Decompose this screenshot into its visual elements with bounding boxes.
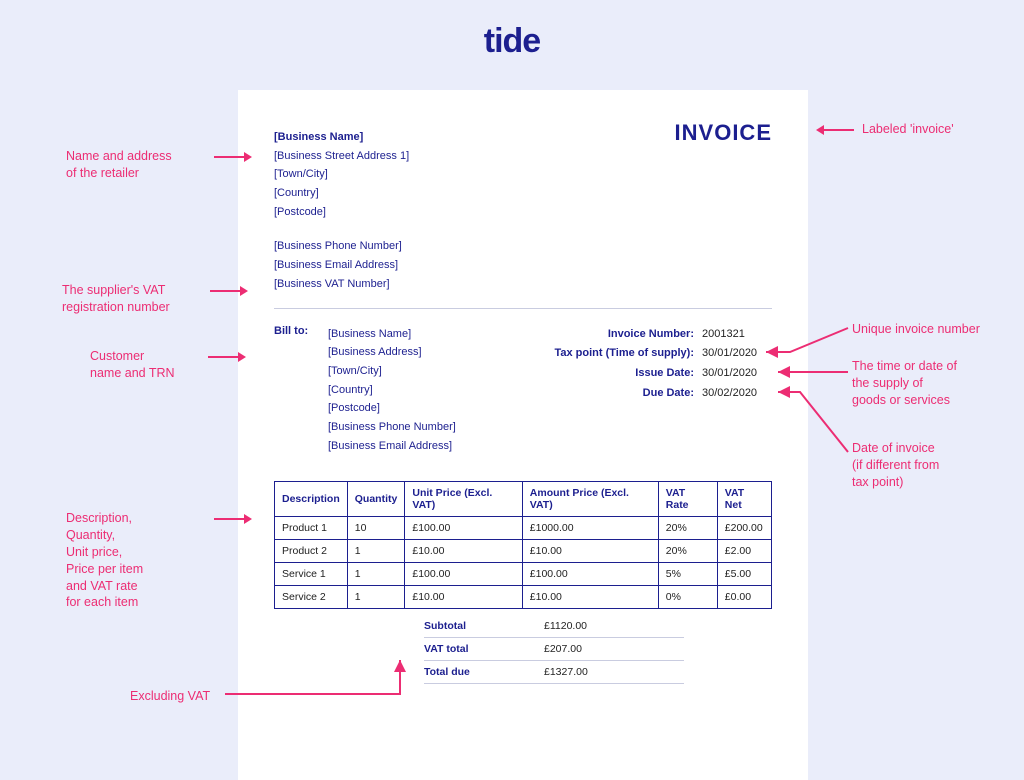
cell-qty: 1 xyxy=(347,563,405,586)
cell-unit: £10.00 xyxy=(405,540,522,563)
cell-amount: £10.00 xyxy=(522,586,658,609)
line-items-table: Description Quantity Unit Price (Excl. V… xyxy=(274,481,772,609)
annotation-excl-vat: Excluding VAT xyxy=(130,688,210,705)
billto-block: [Business Name] [Business Address] [Town… xyxy=(328,325,456,456)
business-contact-block: [Business Phone Number] [Business Email … xyxy=(274,237,772,293)
cell-amount: £10.00 xyxy=(522,540,658,563)
meta-tax-point: 30/01/2020 xyxy=(702,344,772,364)
table-row: Service 2 1 £10.00 £10.00 0% £0.00 xyxy=(275,586,772,609)
vat-total-label: VAT total xyxy=(424,643,544,655)
table-body: Product 1 10 £100.00 £1000.00 20% £200.0… xyxy=(275,517,772,609)
cell-rate: 0% xyxy=(658,586,717,609)
cell-net: £2.00 xyxy=(717,540,771,563)
cell-unit: £100.00 xyxy=(405,563,522,586)
meta-invoice-no: 2001321 xyxy=(702,325,772,345)
meta-label-tax-point: Tax point (Time of supply): xyxy=(554,344,694,364)
meta-label-issue: Issue Date: xyxy=(635,364,694,384)
business-country: [Country] xyxy=(274,184,772,203)
divider xyxy=(274,308,772,309)
table-header-row: Description Quantity Unit Price (Excl. V… xyxy=(275,482,772,517)
cell-net: £0.00 xyxy=(717,586,771,609)
bill-row: Bill to: [Business Name] [Business Addre… xyxy=(274,325,772,456)
business-phone: [Business Phone Number] xyxy=(274,237,772,256)
annotation-retailer: Name and addressof the retailer xyxy=(66,148,206,182)
cell-net: £5.00 xyxy=(717,563,771,586)
subtotal-value: £1120.00 xyxy=(544,620,587,632)
business-addr1: [Business Street Address 1] xyxy=(274,147,772,166)
invoice-document: INVOICE [Business Name] [Business Street… xyxy=(238,90,808,780)
cell-amount: £100.00 xyxy=(522,563,658,586)
th-description: Description xyxy=(275,482,348,517)
billto-phone: [Business Phone Number] xyxy=(328,418,456,437)
cell-amount: £1000.00 xyxy=(522,517,658,540)
cell-rate: 5% xyxy=(658,563,717,586)
invoice-title: INVOICE xyxy=(675,120,772,146)
cell-desc: Product 1 xyxy=(275,517,348,540)
cell-unit: £100.00 xyxy=(405,517,522,540)
meta-issue: 30/01/2020 xyxy=(702,364,772,384)
cell-qty: 1 xyxy=(347,586,405,609)
business-vat: [Business VAT Number] xyxy=(274,275,772,294)
cell-rate: 20% xyxy=(658,517,717,540)
annotation-invoice-no: Unique invoice number xyxy=(852,321,980,338)
th-unit-price: Unit Price (Excl. VAT) xyxy=(405,482,522,517)
vat-total-value: £207.00 xyxy=(544,643,582,655)
subtotal-label: Subtotal xyxy=(424,620,544,632)
cell-desc: Service 1 xyxy=(275,563,348,586)
annotation-issue-date: Date of invoice(if different fromtax poi… xyxy=(852,440,1002,491)
billto-town: [Town/City] xyxy=(328,362,456,381)
business-postcode: [Postcode] xyxy=(274,203,772,222)
total-due-label: Total due xyxy=(424,666,544,678)
table-row: Product 1 10 £100.00 £1000.00 20% £200.0… xyxy=(275,517,772,540)
total-due-value: £1327.00 xyxy=(544,666,588,678)
totals-block: Subtotal£1120.00 VAT total£207.00 Total … xyxy=(424,615,684,684)
table-row: Service 1 1 £100.00 £100.00 5% £5.00 xyxy=(275,563,772,586)
annotation-line-items: Description,Quantity,Unit price,Price pe… xyxy=(66,510,206,611)
cell-desc: Service 2 xyxy=(275,586,348,609)
th-quantity: Quantity xyxy=(347,482,405,517)
meta-label-due: Due Date: xyxy=(643,384,694,404)
cell-qty: 10 xyxy=(347,517,405,540)
th-vat-net: VAT Net xyxy=(717,482,771,517)
invoice-meta: Invoice Number: 2001321 Tax point (Time o… xyxy=(554,325,772,456)
annotation-label-invoice: Labeled 'invoice' xyxy=(862,121,954,138)
annotation-customer: Customername and TRN xyxy=(90,348,200,382)
billto-email: [Business Email Address] xyxy=(328,437,456,456)
th-amount: Amount Price (Excl. VAT) xyxy=(522,482,658,517)
business-email: [Business Email Address] xyxy=(274,256,772,275)
meta-due: 30/02/2020 xyxy=(702,384,772,404)
annotation-tax-point: The time or date ofthe supply ofgoods or… xyxy=(852,358,1002,409)
cell-rate: 20% xyxy=(658,540,717,563)
table-row: Product 2 1 £10.00 £10.00 20% £2.00 xyxy=(275,540,772,563)
cell-desc: Product 2 xyxy=(275,540,348,563)
cell-unit: £10.00 xyxy=(405,586,522,609)
billto-country: [Country] xyxy=(328,381,456,400)
billto-name: [Business Name] xyxy=(328,325,456,344)
billto-label: Bill to: xyxy=(274,325,328,456)
billto-addr: [Business Address] xyxy=(328,343,456,362)
annotation-vat-reg: The supplier's VATregistration number xyxy=(62,282,202,316)
cell-net: £200.00 xyxy=(717,517,771,540)
th-vat-rate: VAT Rate xyxy=(658,482,717,517)
cell-qty: 1 xyxy=(347,540,405,563)
business-town: [Town/City] xyxy=(274,165,772,184)
meta-label-invoice-no: Invoice Number: xyxy=(608,325,694,345)
billto-postcode: [Postcode] xyxy=(328,399,456,418)
brand-logo: tide xyxy=(484,22,540,61)
